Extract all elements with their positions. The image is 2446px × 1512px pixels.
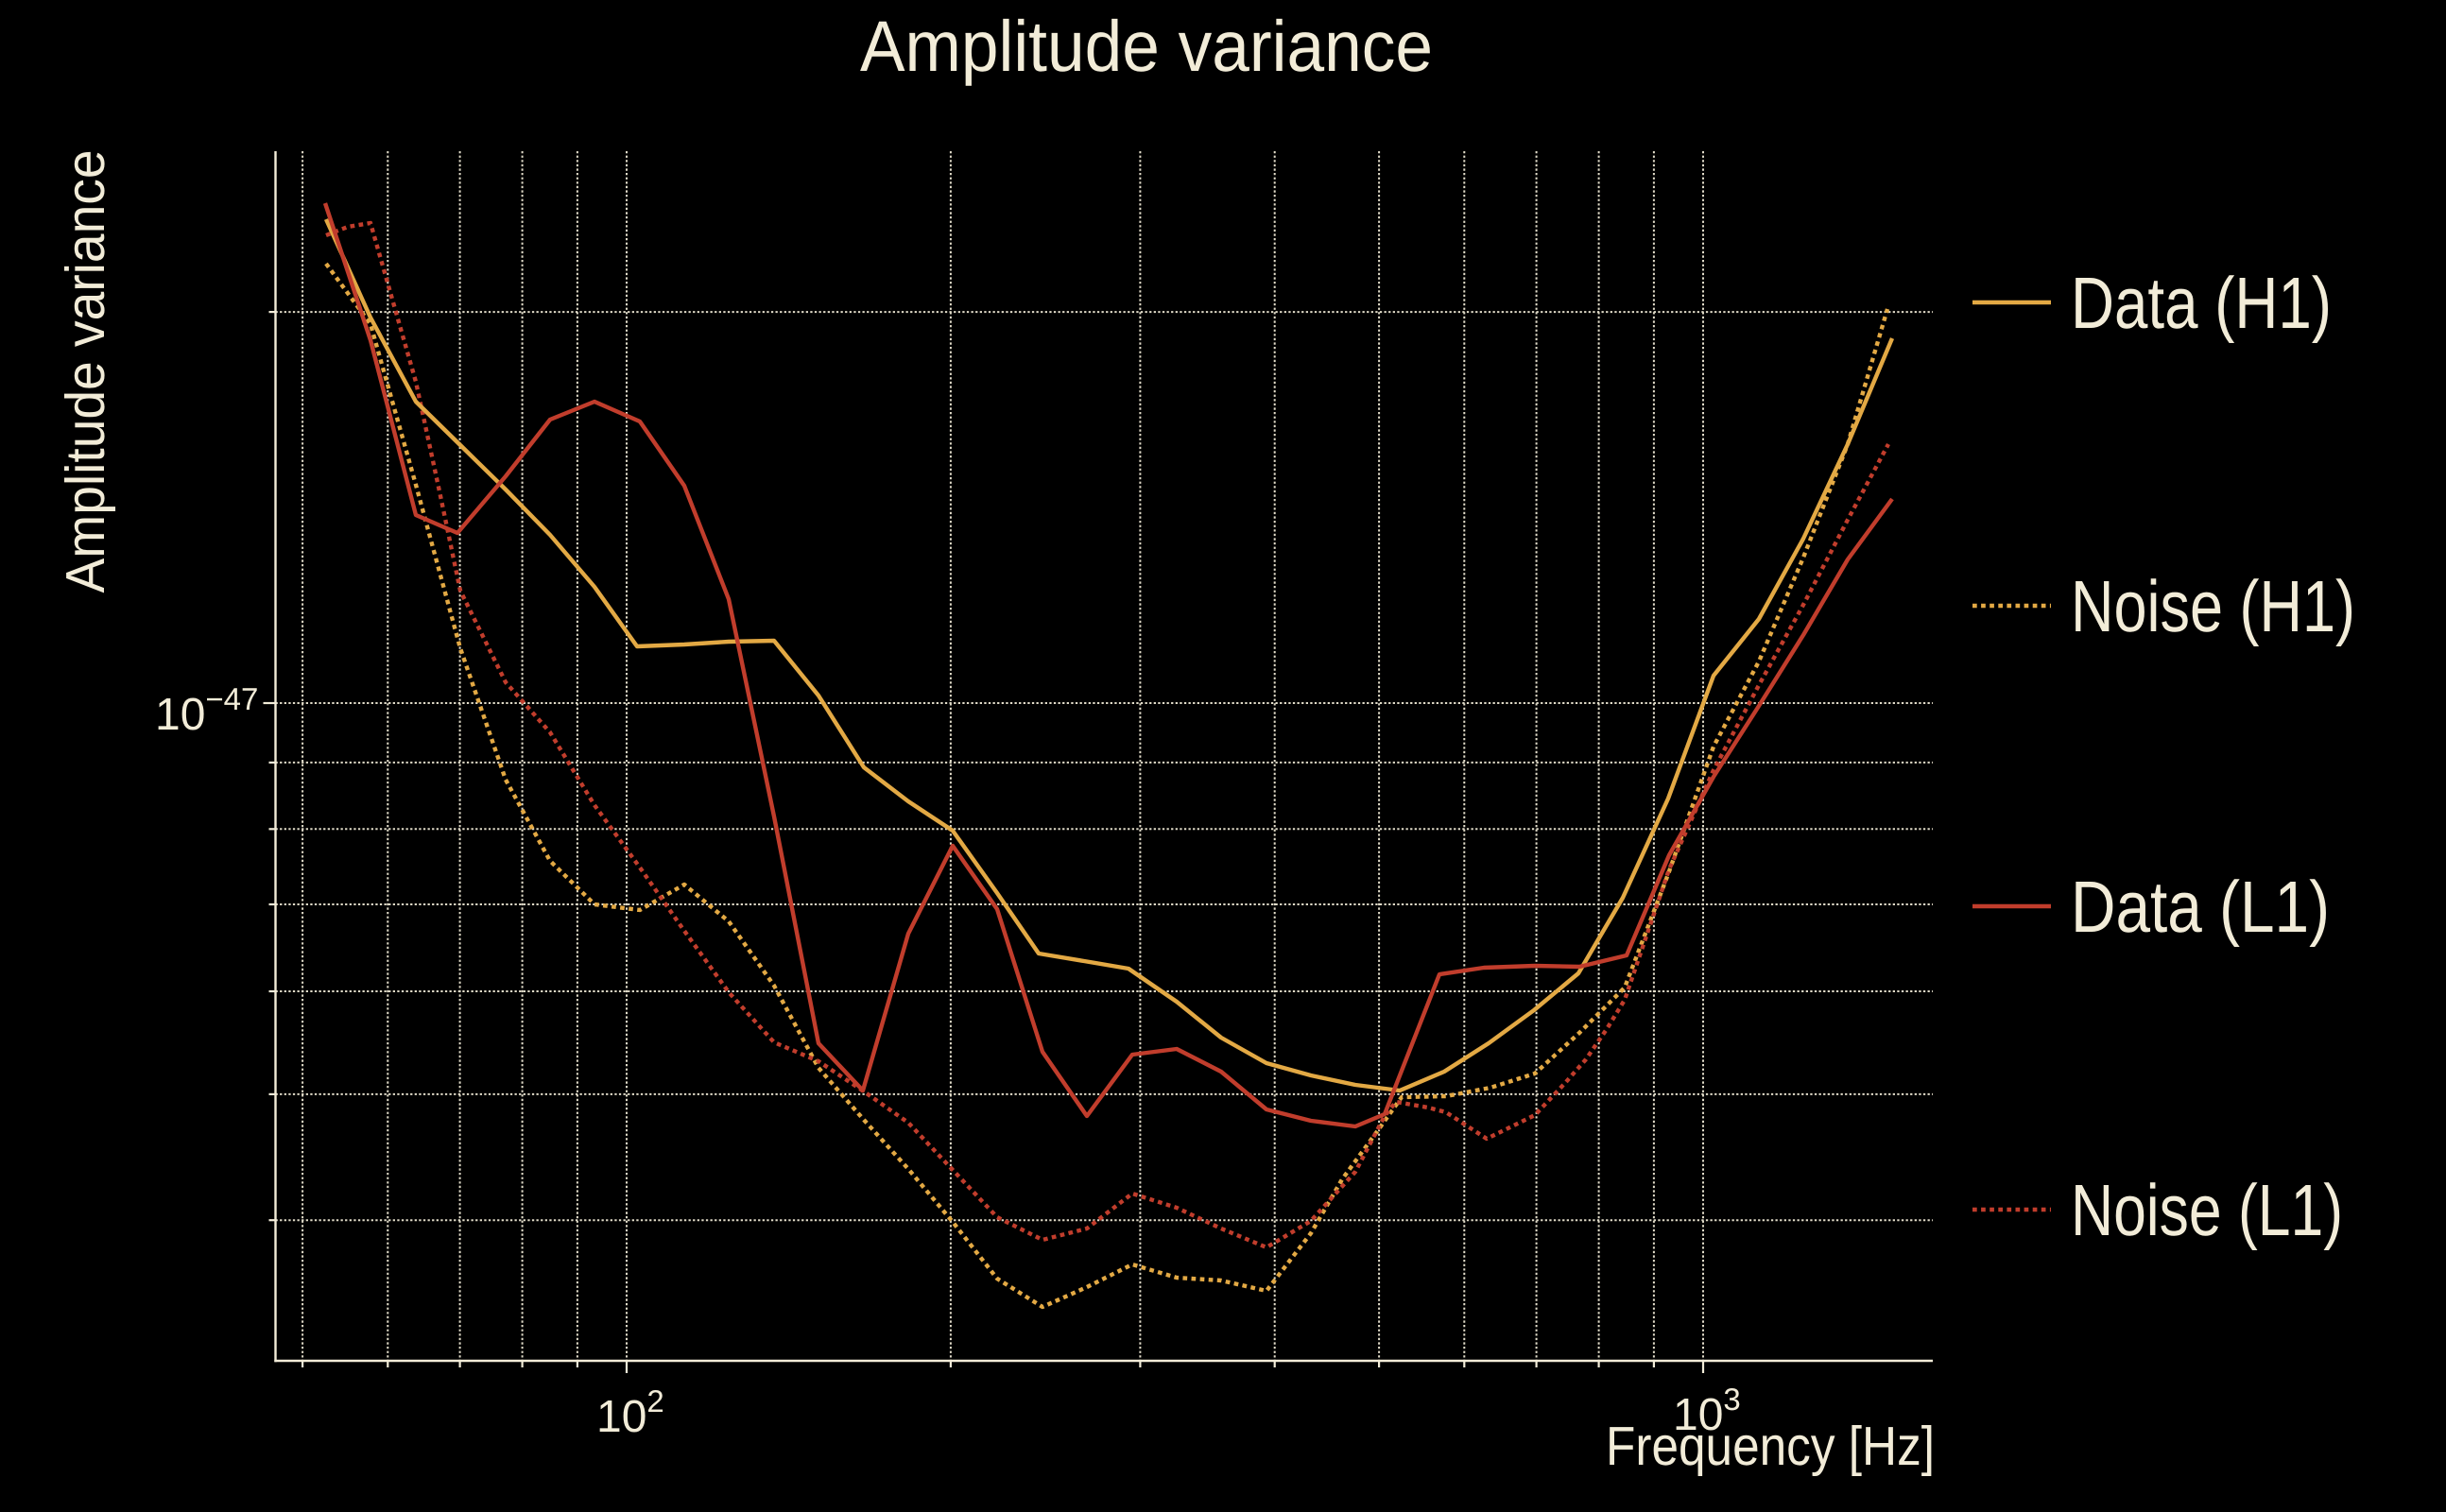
svg-text:103: 103: [1673, 1382, 1741, 1440]
svg-text:Data (H1): Data (H1): [2071, 263, 2332, 344]
svg-text:Frequency [Hz]: Frequency [Hz]: [1606, 1416, 1935, 1477]
svg-text:10−47: 10−47: [155, 681, 258, 740]
svg-text:Noise (L1): Noise (L1): [2071, 1170, 2343, 1251]
svg-text:Amplitude variance: Amplitude variance: [55, 150, 116, 593]
svg-text:Amplitude variance: Amplitude variance: [860, 7, 1433, 87]
svg-text:Data (L1): Data (L1): [2071, 867, 2330, 948]
svg-text:Noise (H1): Noise (H1): [2071, 566, 2355, 647]
